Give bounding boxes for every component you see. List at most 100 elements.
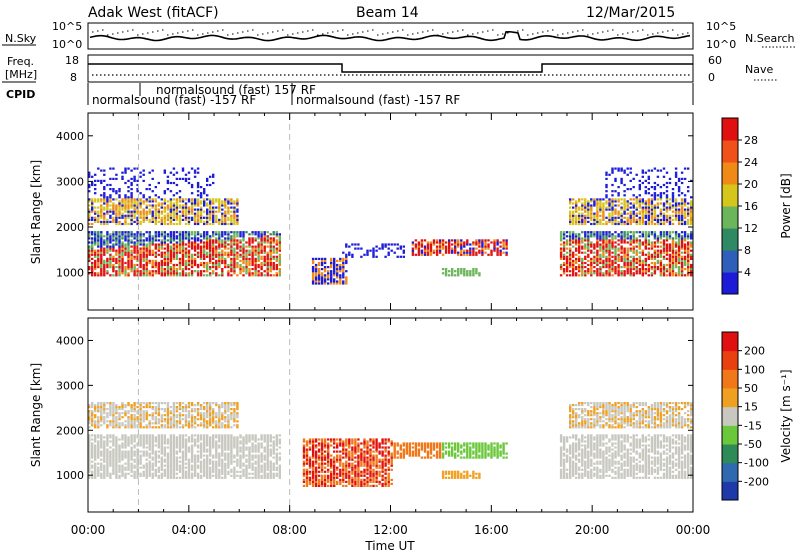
power-cell (160, 206, 163, 209)
power-cell (151, 216, 154, 219)
power-cell (677, 239, 681, 242)
power-cell (614, 179, 617, 182)
velocity-cell (169, 446, 173, 449)
power-cell (160, 231, 163, 234)
velocity-cell (163, 448, 166, 451)
power-cell (674, 183, 678, 187)
velocity-cell (221, 448, 224, 451)
velocity-cell (151, 416, 154, 419)
power-cell (659, 261, 663, 265)
power-cell (272, 257, 275, 260)
power-cell (112, 202, 115, 205)
power-cell (112, 268, 115, 271)
power-cell (242, 259, 245, 262)
power-cell (565, 239, 569, 242)
power-cell (575, 210, 578, 213)
power-cell (569, 216, 572, 219)
velocity-cell (221, 468, 224, 471)
velocity-cell (221, 422, 224, 425)
velocity-cell (190, 454, 194, 457)
power-cell (103, 274, 106, 277)
power-cell (209, 249, 212, 252)
power-cell (172, 173, 176, 176)
power-cell (644, 210, 647, 213)
power-cell (429, 243, 433, 246)
velocity-cell (115, 446, 118, 449)
velocity-cell (190, 420, 194, 423)
power-cell (593, 202, 596, 205)
power-cell (623, 239, 626, 242)
power-cell (154, 237, 157, 240)
power-cell (441, 272, 445, 275)
power-cell (157, 239, 160, 242)
power-cell (454, 251, 457, 254)
power-cell (420, 241, 424, 244)
power-cell (206, 222, 209, 226)
velocity-cell (115, 458, 118, 461)
power-cell (239, 266, 242, 269)
power-cell (466, 251, 469, 254)
power-cell (97, 198, 100, 201)
power-cell (212, 175, 215, 178)
power-cell (683, 220, 687, 223)
power-cell (617, 247, 620, 250)
velocity-cell (151, 464, 154, 467)
power-cell (230, 222, 233, 226)
velocity-cell (181, 470, 185, 473)
power-cell (118, 233, 121, 236)
power-cell (390, 249, 393, 252)
power-cell (248, 257, 251, 260)
power-cell (212, 206, 215, 209)
power-cell (233, 210, 236, 213)
power-cell (435, 249, 439, 252)
power-cell (163, 263, 166, 267)
power-cell (650, 198, 654, 201)
power-cell (218, 263, 221, 267)
power-cell (665, 243, 669, 246)
power-cell (638, 200, 641, 203)
velocity-cell (199, 414, 203, 417)
power-cell (121, 214, 124, 217)
power-cell (647, 208, 650, 211)
power-cell (97, 253, 100, 256)
power-cell (178, 251, 182, 254)
power-cell (127, 216, 130, 219)
power-cell (623, 212, 626, 215)
power-cell (221, 249, 224, 252)
velocity-cell (187, 466, 191, 469)
power-cell (206, 208, 209, 211)
power-cell (124, 218, 127, 221)
power-cell (656, 251, 660, 254)
velocity-cell (91, 460, 94, 463)
velocity-cell (100, 452, 103, 455)
power-cell (218, 204, 221, 207)
velocity-cell (172, 446, 176, 449)
power-cell (330, 278, 333, 281)
power-cell (142, 212, 145, 215)
power-cell (233, 220, 236, 223)
power-cell (623, 233, 626, 236)
velocity-cell (142, 442, 145, 445)
power-cell (423, 239, 427, 242)
power-cell (139, 231, 142, 234)
power-cell (638, 261, 641, 265)
power-cell (647, 233, 650, 236)
power-cell (317, 268, 321, 271)
power-cell (614, 220, 617, 223)
power-cell (130, 245, 133, 248)
power-cell (314, 282, 318, 285)
power-cell (562, 235, 566, 238)
velocity-cell (193, 420, 197, 423)
velocity-cell (88, 406, 91, 409)
power-cell (175, 249, 179, 252)
power-cell (245, 261, 248, 265)
velocity-cell (94, 422, 97, 425)
velocity-cell (112, 418, 115, 421)
power-cell (254, 233, 257, 236)
velocity-cell (118, 406, 121, 409)
velocity-cell (166, 446, 170, 449)
velocity-cell (206, 462, 209, 465)
power-cell (97, 210, 100, 213)
power-cell (133, 272, 136, 275)
power-cell (184, 216, 188, 219)
